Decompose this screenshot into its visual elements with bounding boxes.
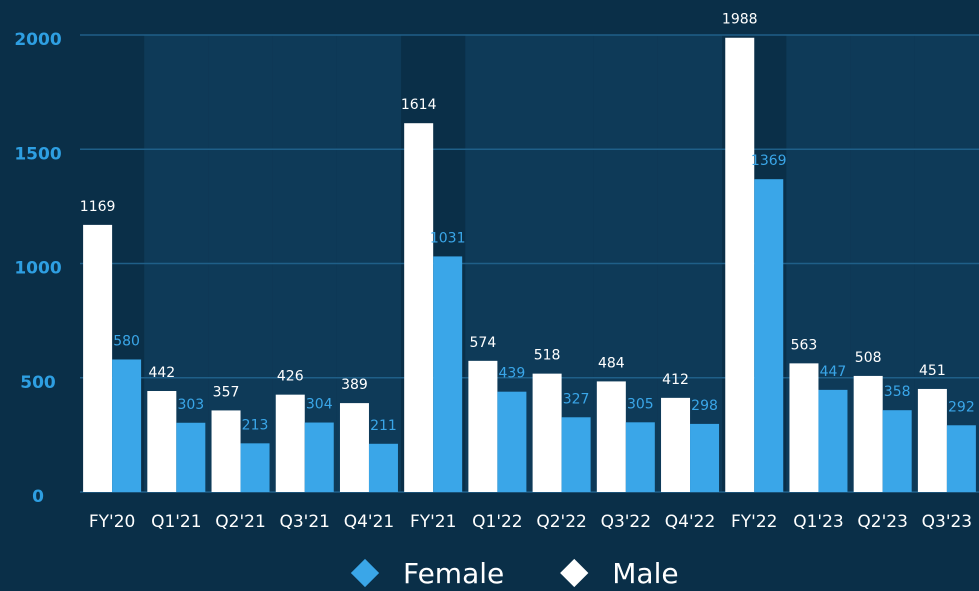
value-label: 439 <box>499 366 526 382</box>
bar <box>275 394 305 492</box>
legend-swatch <box>560 558 589 588</box>
bar <box>789 363 819 492</box>
x-tick-label: FY'21 <box>410 512 456 532</box>
bar <box>497 391 527 492</box>
bar <box>112 359 142 492</box>
bar <box>818 389 848 492</box>
x-tick-label: Q3'22 <box>601 512 652 532</box>
bar <box>176 422 206 492</box>
value-label: 574 <box>470 335 497 351</box>
legend-label: Male <box>612 557 678 590</box>
value-label: 1369 <box>751 153 787 169</box>
bar <box>917 388 947 492</box>
bar <box>625 422 655 492</box>
bar <box>433 256 463 492</box>
x-tick-label: Q4'22 <box>665 512 716 532</box>
bar <box>690 423 720 492</box>
bar <box>882 410 912 492</box>
x-tick-label: Q2'21 <box>215 512 266 532</box>
value-label: 358 <box>884 384 911 400</box>
bar <box>946 425 976 492</box>
x-tick-label: FY'22 <box>731 512 777 532</box>
y-tick-label: 1500 <box>14 144 61 164</box>
value-label: 426 <box>277 369 304 385</box>
bar <box>596 381 626 492</box>
x-tick-label: Q3'21 <box>279 512 330 532</box>
value-label: 1614 <box>401 97 437 113</box>
value-label: 303 <box>177 397 204 413</box>
bar <box>240 443 270 492</box>
value-label: 1988 <box>722 12 758 28</box>
x-tick-label: Q1'21 <box>151 512 202 532</box>
value-label: 357 <box>213 384 240 400</box>
y-tick-label: 2000 <box>14 30 61 50</box>
bar <box>339 403 369 492</box>
bar <box>304 422 334 492</box>
value-label: 211 <box>370 418 397 434</box>
bar <box>561 417 591 492</box>
value-label: 389 <box>341 377 368 393</box>
bar <box>83 224 113 493</box>
bar <box>147 391 177 492</box>
value-label: 1169 <box>80 199 116 215</box>
y-tick-label: 500 <box>20 373 56 393</box>
value-label: 298 <box>691 398 718 414</box>
value-label: 305 <box>627 396 654 412</box>
x-tick-label: Q1'23 <box>793 512 844 532</box>
value-label: 412 <box>662 372 689 388</box>
bar <box>661 397 691 492</box>
bar <box>368 443 398 492</box>
value-label: 508 <box>855 350 882 366</box>
y-tick-label: 0 <box>32 487 44 507</box>
value-label: 484 <box>598 355 625 371</box>
value-label: 304 <box>306 397 333 413</box>
value-label: 580 <box>113 333 140 349</box>
value-label: 447 <box>820 364 847 380</box>
value-label: 327 <box>563 391 590 407</box>
y-tick-label: 1000 <box>14 259 61 279</box>
value-label: 442 <box>148 365 175 381</box>
bar <box>754 179 784 492</box>
bar <box>853 375 883 492</box>
x-tick-label: Q1'22 <box>472 512 523 532</box>
x-tick-label: Q3'23 <box>922 512 973 532</box>
x-tick-label: Q4'21 <box>344 512 395 532</box>
x-tick-label: Q2'22 <box>536 512 587 532</box>
x-tick-label: Q2'23 <box>857 512 908 532</box>
value-label: 292 <box>948 399 975 415</box>
value-label: 1031 <box>430 230 466 246</box>
bar <box>468 360 498 492</box>
bar <box>404 123 434 493</box>
value-label: 518 <box>534 348 561 364</box>
x-tick-label: FY'20 <box>89 512 135 532</box>
legend-swatch <box>350 558 380 588</box>
bar <box>532 373 562 492</box>
bar <box>211 410 241 492</box>
value-label: 563 <box>791 337 818 353</box>
value-label: 451 <box>919 363 946 379</box>
legend-label: Female <box>403 557 504 590</box>
value-label: 213 <box>242 417 269 433</box>
bar <box>725 37 755 492</box>
